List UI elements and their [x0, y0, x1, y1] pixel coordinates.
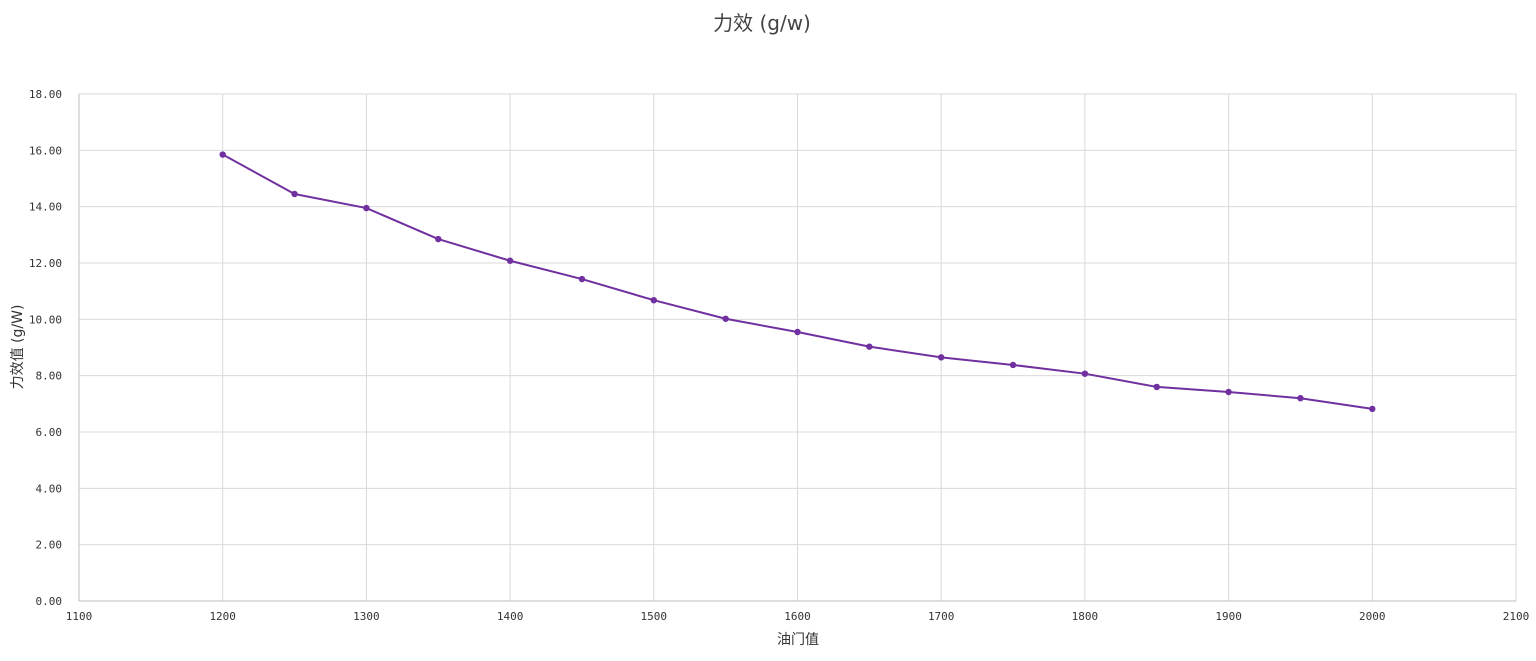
x-tick-label: 2000: [1359, 610, 1386, 623]
x-tick-label: 1100: [66, 610, 93, 623]
axes: [78, 94, 1516, 602]
data-point: [1369, 405, 1376, 413]
y-tick-label: 6.00: [36, 426, 63, 439]
y-tick-label: 14.00: [29, 201, 62, 214]
chart-title: 力效 (g/w): [713, 11, 811, 35]
y-tick-label: 16.00: [29, 144, 62, 157]
y-tick-label: 8.00: [36, 370, 63, 383]
y-tick-label: 12.00: [29, 257, 62, 270]
x-tick-label: 1800: [1072, 610, 1099, 623]
data-point: [506, 257, 514, 264]
data-point: [1225, 388, 1232, 396]
y-tick-label: 18.00: [29, 88, 62, 101]
x-tick-label: 1900: [1215, 610, 1242, 623]
x-tick-label: 1700: [928, 610, 955, 623]
x-tick-label: 2100: [1503, 610, 1530, 623]
data-point: [938, 354, 945, 361]
data-point: [578, 275, 586, 283]
data-point: [219, 151, 226, 158]
data-point: [650, 296, 657, 304]
data-point: [291, 190, 298, 198]
data-point: [722, 315, 729, 322]
y-tick-label: 4.00: [36, 482, 63, 495]
data-point: [1009, 361, 1017, 369]
y-axis-title: 力效值 (g/W): [10, 305, 26, 390]
x-axis-title: 油门值: [777, 632, 819, 648]
series-group: [219, 151, 1376, 413]
x-tick-label: 1400: [497, 610, 524, 623]
data-point: [794, 328, 801, 336]
x-tick-label: 1500: [641, 610, 668, 623]
x-tick-label: 1300: [353, 610, 380, 623]
data-point: [1297, 395, 1304, 402]
y-axis-ticks: 0.00 2.00 4.00 6.00 8.00 10.00 12.00 14.00 16.00…: [29, 88, 62, 608]
grid: [79, 93, 1517, 601]
data-point: [363, 204, 370, 212]
x-tick-label: 1600: [784, 610, 811, 623]
x-tick-label: 1200: [209, 610, 236, 623]
data-point: [1081, 370, 1089, 377]
data-point: [866, 343, 873, 350]
data-point: [435, 235, 442, 243]
y-tick-label: 10.00: [29, 313, 62, 326]
y-tick-label: 0.00: [36, 595, 63, 608]
y-tick-label: 2.00: [36, 539, 63, 552]
data-point: [1153, 383, 1160, 391]
x-axis-ticks: 1100 1200 1300 1400 1500 1600 1700 1800 1900 2000…: [66, 610, 1530, 623]
